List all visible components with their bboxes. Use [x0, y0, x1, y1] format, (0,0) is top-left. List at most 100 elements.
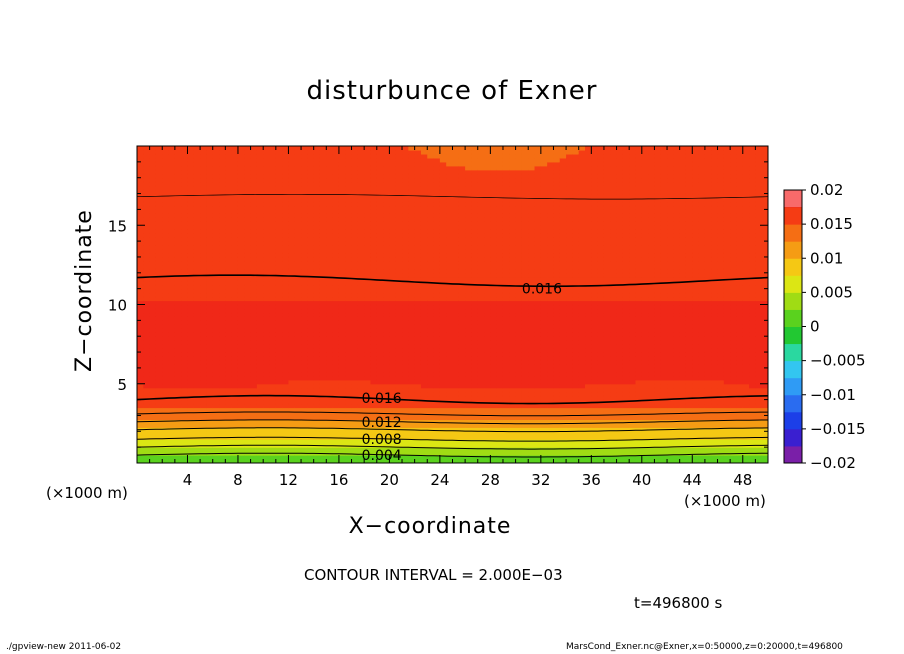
contour-cell	[162, 185, 170, 191]
contour-cell	[490, 197, 498, 203]
contour-cell	[502, 233, 510, 238]
contour-cell	[345, 185, 353, 191]
contour-cell	[219, 213, 226, 218]
contour-cell	[402, 447, 409, 452]
contour-cell	[370, 387, 378, 393]
contour-cell	[313, 241, 321, 246]
contour-cell	[332, 316, 340, 321]
contour-cell	[402, 324, 409, 329]
contour-cell	[269, 328, 277, 333]
contour-cell	[200, 320, 208, 325]
contour-cell	[319, 336, 327, 341]
contour-cell	[370, 352, 378, 357]
contour-cell	[237, 213, 245, 218]
contour-cell	[174, 153, 182, 159]
contour-cell	[269, 387, 277, 393]
contour-cell	[357, 181, 365, 187]
contour-cell	[212, 177, 220, 183]
contour-cell	[187, 237, 195, 242]
contour-cell	[496, 423, 504, 428]
contour-cell	[490, 205, 498, 210]
contour-cell	[338, 348, 346, 353]
contour-cell	[395, 161, 403, 167]
contour-cell	[364, 308, 372, 314]
contour-cell	[420, 336, 428, 341]
contour-cell	[395, 447, 403, 452]
contour-cell	[237, 391, 245, 397]
contour-cell	[408, 264, 416, 270]
contour-cell	[490, 336, 498, 341]
contour-cell	[509, 423, 517, 428]
contour-cell	[515, 300, 523, 306]
contour-cell	[200, 197, 208, 203]
contour-cell	[326, 249, 334, 254]
contour-cell	[477, 173, 485, 179]
contour-cell	[395, 264, 403, 270]
contour-cell	[143, 264, 151, 270]
contour-cell	[408, 375, 416, 381]
contour-cell	[174, 276, 182, 282]
contour-cell	[402, 316, 409, 321]
contour-cell	[452, 284, 460, 290]
contour-cell	[332, 383, 340, 389]
contour-cell	[420, 201, 428, 207]
contour-cell	[212, 431, 220, 436]
contour-cell	[471, 332, 479, 337]
contour-cell	[155, 165, 163, 171]
contour-cell	[332, 165, 340, 171]
contour-cell	[326, 431, 334, 436]
contour-cell	[313, 296, 321, 302]
contour-cell	[181, 256, 189, 262]
contour-cell	[345, 205, 353, 210]
contour-cell	[174, 439, 182, 444]
contour-cell	[496, 284, 504, 290]
contour-cell	[137, 260, 144, 266]
contour-cell	[420, 308, 428, 314]
contour-cell	[414, 435, 422, 440]
contour-cell	[446, 367, 454, 373]
contour-cell	[452, 209, 460, 214]
contour-cell	[446, 181, 454, 187]
contour-cell	[332, 292, 340, 298]
contour-cell	[496, 201, 504, 207]
contour-cell	[351, 391, 359, 397]
contour-cell	[446, 256, 454, 262]
contour-cell	[168, 146, 176, 151]
contour-cell	[439, 439, 447, 444]
contour-cell	[143, 292, 151, 298]
contour-cell	[137, 324, 144, 329]
contour-cell	[219, 383, 226, 389]
contour-cell	[338, 169, 346, 175]
contour-cell	[307, 439, 315, 444]
contour-cell	[389, 205, 397, 210]
contour-cell	[269, 233, 277, 238]
contour-cell	[402, 229, 409, 234]
contour-cell	[458, 213, 466, 218]
contour-cell	[174, 379, 182, 385]
contour-cell	[376, 233, 384, 238]
contour-cell	[143, 348, 151, 353]
contour-cell	[294, 367, 302, 373]
contour-cell	[427, 201, 435, 207]
contour-cell	[420, 213, 428, 218]
contour-cell	[496, 324, 504, 329]
contour-cell	[149, 332, 157, 337]
contour-cell	[206, 157, 214, 163]
contour-cell	[225, 399, 233, 405]
contour-cell	[162, 280, 170, 286]
contour-cell	[269, 348, 277, 353]
contour-cell	[143, 177, 151, 183]
contour-cell	[193, 284, 201, 290]
contour-cell	[307, 375, 315, 381]
contour-cell	[137, 312, 144, 317]
contour-cell	[275, 336, 283, 341]
contour-cell	[250, 367, 258, 373]
contour-cell	[446, 423, 454, 428]
contour-cell	[521, 415, 529, 421]
contour-cell	[275, 213, 283, 218]
contour-cell	[294, 356, 302, 361]
contour-cell	[168, 415, 176, 421]
contour-cell	[402, 300, 409, 306]
contour-cell	[509, 284, 517, 290]
contour-cell	[439, 260, 447, 266]
